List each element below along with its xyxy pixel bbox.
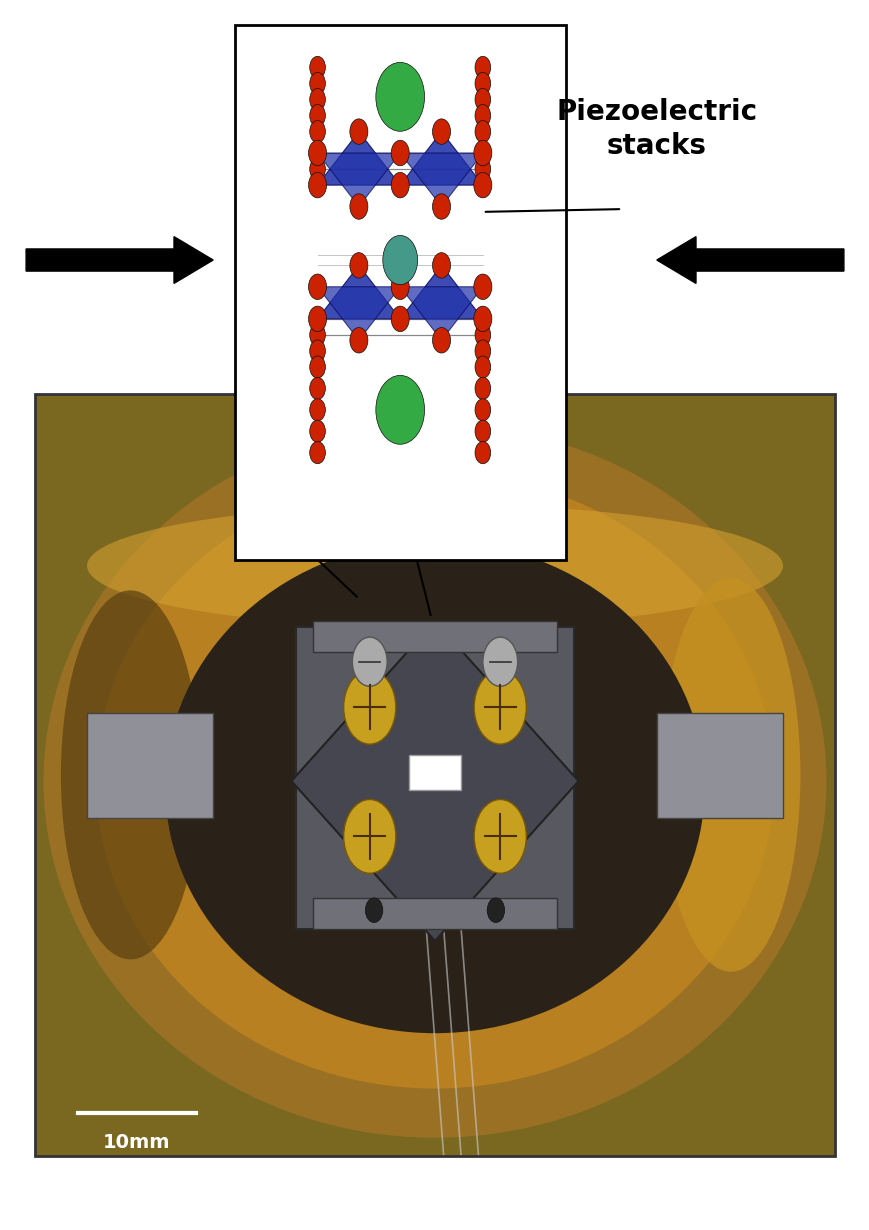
Circle shape <box>432 119 450 144</box>
Bar <box>313 621 556 652</box>
FancyArrow shape <box>656 236 843 283</box>
Circle shape <box>309 421 325 443</box>
Circle shape <box>391 306 408 332</box>
Circle shape <box>365 898 382 922</box>
Circle shape <box>352 637 387 686</box>
Circle shape <box>375 375 424 444</box>
Circle shape <box>309 339 325 362</box>
Circle shape <box>309 141 325 164</box>
Circle shape <box>309 355 325 378</box>
Circle shape <box>309 57 325 79</box>
Circle shape <box>432 194 450 219</box>
Circle shape <box>474 57 490 79</box>
Bar <box>35 394 834 1156</box>
Circle shape <box>474 121 490 143</box>
FancyArrow shape <box>26 236 213 283</box>
Circle shape <box>474 421 490 443</box>
Circle shape <box>349 327 368 353</box>
Circle shape <box>474 141 490 164</box>
Polygon shape <box>291 621 578 941</box>
Polygon shape <box>400 287 482 341</box>
Bar <box>235 25 565 560</box>
Circle shape <box>308 172 326 198</box>
Bar <box>408 755 461 790</box>
Circle shape <box>349 252 368 278</box>
Circle shape <box>309 308 325 330</box>
Circle shape <box>308 274 326 300</box>
Polygon shape <box>400 153 482 207</box>
Circle shape <box>474 172 491 198</box>
Polygon shape <box>317 266 400 319</box>
Ellipse shape <box>660 578 799 972</box>
Circle shape <box>309 378 325 400</box>
Circle shape <box>309 442 325 464</box>
Circle shape <box>343 800 395 873</box>
Circle shape <box>309 175 325 196</box>
Circle shape <box>309 89 325 111</box>
Circle shape <box>309 105 325 127</box>
Circle shape <box>482 637 517 686</box>
Circle shape <box>432 252 450 278</box>
Polygon shape <box>317 132 400 184</box>
Circle shape <box>474 339 490 362</box>
Polygon shape <box>317 287 400 341</box>
Circle shape <box>474 175 490 196</box>
Ellipse shape <box>87 504 782 627</box>
Circle shape <box>474 378 490 400</box>
Circle shape <box>309 399 325 421</box>
Polygon shape <box>400 132 482 184</box>
Circle shape <box>474 355 490 378</box>
Bar <box>295 627 574 929</box>
Ellipse shape <box>165 541 704 1033</box>
Circle shape <box>308 140 326 166</box>
Circle shape <box>474 89 490 111</box>
Bar <box>35 394 834 1156</box>
Circle shape <box>309 323 325 346</box>
Circle shape <box>309 121 325 143</box>
Circle shape <box>474 73 490 95</box>
Circle shape <box>309 157 325 180</box>
Circle shape <box>474 323 490 346</box>
Text: 10mm: 10mm <box>103 1133 170 1151</box>
Circle shape <box>391 140 408 166</box>
Circle shape <box>349 194 368 219</box>
Circle shape <box>474 306 491 332</box>
Circle shape <box>474 274 491 300</box>
Polygon shape <box>317 153 400 207</box>
Bar <box>87 713 213 818</box>
Circle shape <box>474 670 526 744</box>
Circle shape <box>474 442 490 464</box>
Circle shape <box>308 306 326 332</box>
Text: Piezoelectric
stacks: Piezoelectric stacks <box>555 98 757 160</box>
Circle shape <box>474 308 490 330</box>
Circle shape <box>432 327 450 353</box>
Circle shape <box>487 898 504 922</box>
Circle shape <box>375 63 424 132</box>
Circle shape <box>474 800 526 873</box>
Circle shape <box>474 105 490 127</box>
Circle shape <box>474 157 490 180</box>
Circle shape <box>343 670 395 744</box>
Circle shape <box>391 274 408 300</box>
Circle shape <box>474 140 491 166</box>
Circle shape <box>349 119 368 144</box>
Circle shape <box>309 73 325 95</box>
Bar <box>313 898 556 929</box>
Bar <box>656 713 782 818</box>
Ellipse shape <box>43 424 826 1138</box>
Circle shape <box>474 399 490 421</box>
Polygon shape <box>400 266 482 319</box>
Circle shape <box>382 235 417 284</box>
Circle shape <box>391 172 408 198</box>
Ellipse shape <box>96 474 773 1089</box>
Ellipse shape <box>61 590 200 959</box>
